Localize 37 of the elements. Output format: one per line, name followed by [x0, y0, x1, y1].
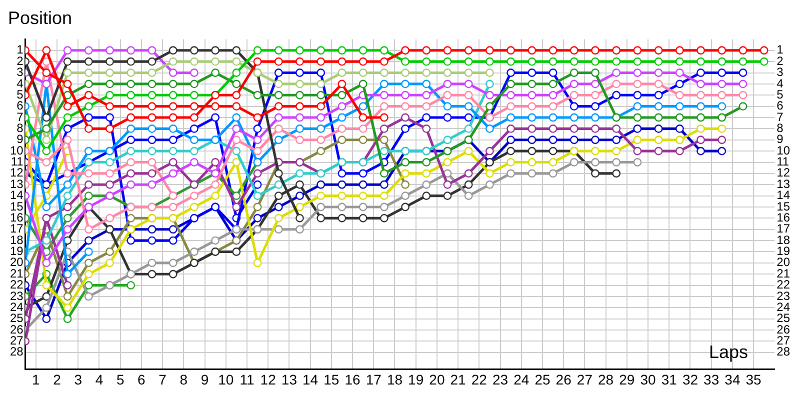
- x-tick-label: 30: [640, 371, 656, 388]
- x-tick-label: 6: [138, 371, 146, 388]
- x-tick-label: 8: [180, 371, 188, 388]
- x-tick-label: 19: [408, 371, 424, 388]
- x-tick-label: 31: [661, 371, 678, 388]
- x-tick-label: 3: [74, 371, 82, 388]
- x-tick-label: 9: [200, 371, 209, 388]
- x-tick-label: 20: [429, 371, 445, 388]
- x-tick-label: 17: [366, 371, 382, 388]
- x-tick-label: 26: [556, 371, 572, 388]
- x-tick-label: 23: [492, 371, 508, 388]
- x-tick-label: 32: [682, 371, 698, 388]
- x-tick-label: 7: [158, 371, 167, 388]
- x-tick-label: 25: [534, 371, 550, 388]
- x-tick-label: 35: [746, 371, 762, 388]
- y-axis-title: Position: [8, 8, 72, 28]
- x-tick-label: 27: [576, 371, 593, 388]
- x-tick-label: 15: [324, 371, 340, 388]
- x-tick-label: 10: [218, 371, 234, 388]
- x-tick-label: 34: [724, 371, 740, 388]
- x-axis-title: Laps: [708, 342, 748, 362]
- x-tick-label: 2: [53, 371, 62, 388]
- x-tick-label: 13: [281, 371, 298, 388]
- x-tick-label: 33: [704, 371, 720, 388]
- x-tick-label: 28: [598, 371, 614, 388]
- x-tick-label: 22: [471, 371, 488, 388]
- x-tick-label: 29: [619, 371, 635, 388]
- x-tick-label: 14: [302, 371, 318, 388]
- x-tick-label: 16: [344, 371, 361, 388]
- x-tick-label: 5: [116, 371, 124, 388]
- x-tick-label: 1: [32, 371, 40, 388]
- x-tick-label: 12: [260, 371, 276, 388]
- x-tick-label: 11: [240, 371, 254, 388]
- x-tick-label: 4: [95, 371, 104, 388]
- x-tick-label: 24: [514, 371, 530, 388]
- x-tick-label: 18: [386, 371, 403, 388]
- x-tick-label: 21: [450, 371, 466, 388]
